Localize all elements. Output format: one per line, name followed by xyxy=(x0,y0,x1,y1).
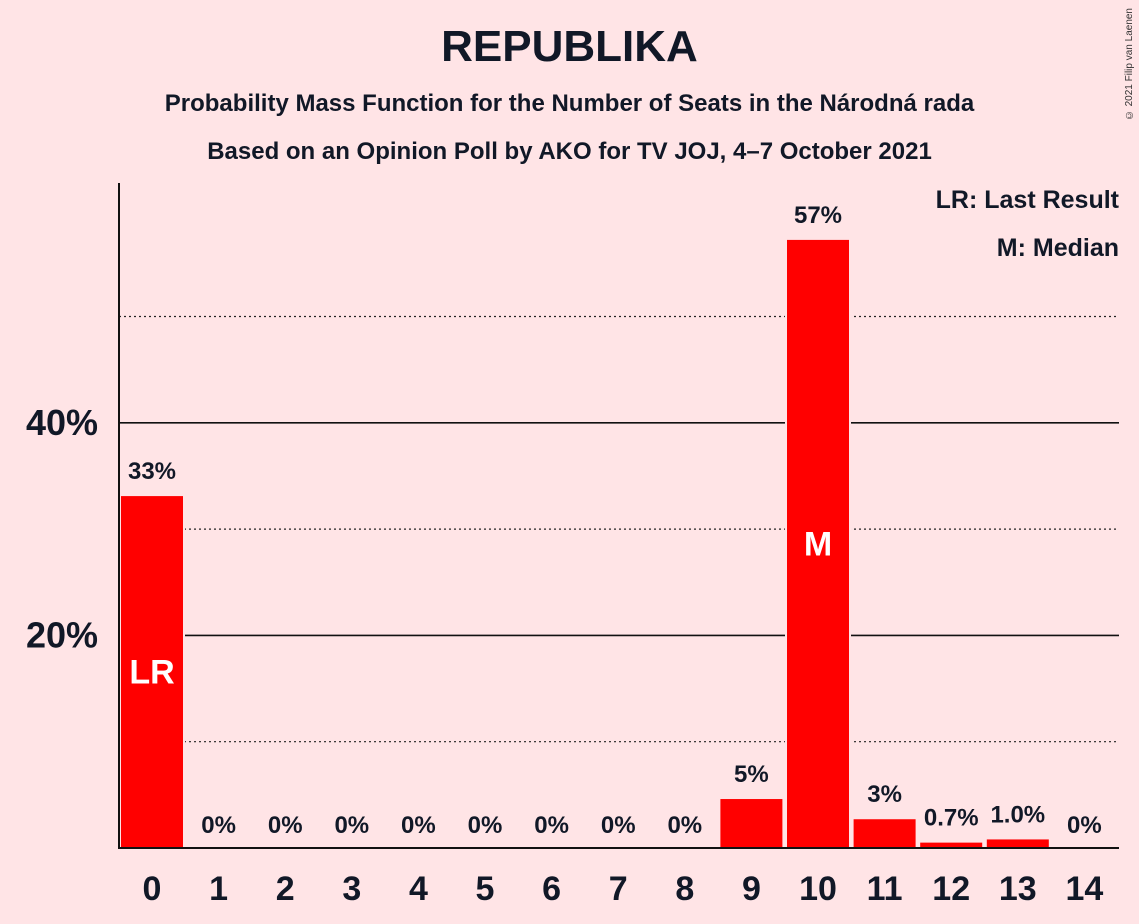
bar-13 xyxy=(984,837,1051,849)
value-label: 0% xyxy=(334,812,369,839)
x-tick-label: 10 xyxy=(799,870,837,908)
x-tick-label: 11 xyxy=(867,870,903,908)
x-tick-label: 4 xyxy=(409,870,428,908)
x-tick-label: 7 xyxy=(609,870,628,908)
value-label: 1.0% xyxy=(990,801,1045,828)
legend-median: M: Median xyxy=(996,234,1119,262)
bar-11 xyxy=(851,817,918,850)
bar-marker-label: LR xyxy=(129,654,174,692)
x-tick-label: 5 xyxy=(476,870,495,908)
value-label: 0% xyxy=(401,812,436,839)
value-label: 5% xyxy=(734,761,769,788)
legend-last-result: LR: Last Result xyxy=(935,186,1119,214)
value-label: 0% xyxy=(601,812,636,839)
x-tick-label: 9 xyxy=(742,870,761,908)
value-label: 0% xyxy=(268,812,303,839)
bar-marker-label: M xyxy=(804,525,832,563)
x-tick-label: 6 xyxy=(542,870,561,908)
x-tick-label: 12 xyxy=(932,870,970,908)
chart-subtitle: Probability Mass Function for the Number… xyxy=(164,90,975,117)
x-tick-label: 0 xyxy=(143,870,162,908)
x-tick-label: 2 xyxy=(276,870,295,908)
value-label: 0% xyxy=(468,812,503,839)
bar-10 xyxy=(785,237,851,849)
bar-0 xyxy=(119,494,185,849)
y-tick-label: 40% xyxy=(26,402,98,443)
value-label: 33% xyxy=(128,458,176,485)
value-label: 3% xyxy=(867,781,902,808)
bar-9 xyxy=(718,797,785,849)
value-label: 0.7% xyxy=(924,805,979,832)
value-label: 57% xyxy=(794,202,842,229)
x-tick-label: 1 xyxy=(209,870,228,908)
chart-subtitle-source: Based on an Opinion Poll by AKO for TV J… xyxy=(207,138,932,165)
x-tick-label: 14 xyxy=(1065,870,1103,908)
x-tick-label: 3 xyxy=(342,870,361,908)
chart-title: REPUBLIKA xyxy=(441,22,698,71)
x-tick-label: 8 xyxy=(675,870,694,908)
y-tick-label: 20% xyxy=(26,614,98,655)
value-label: 0% xyxy=(667,812,702,839)
value-label: 0% xyxy=(1067,812,1102,839)
x-tick-label: 13 xyxy=(999,870,1037,908)
value-label: 0% xyxy=(201,812,236,839)
value-label: 0% xyxy=(534,812,569,839)
